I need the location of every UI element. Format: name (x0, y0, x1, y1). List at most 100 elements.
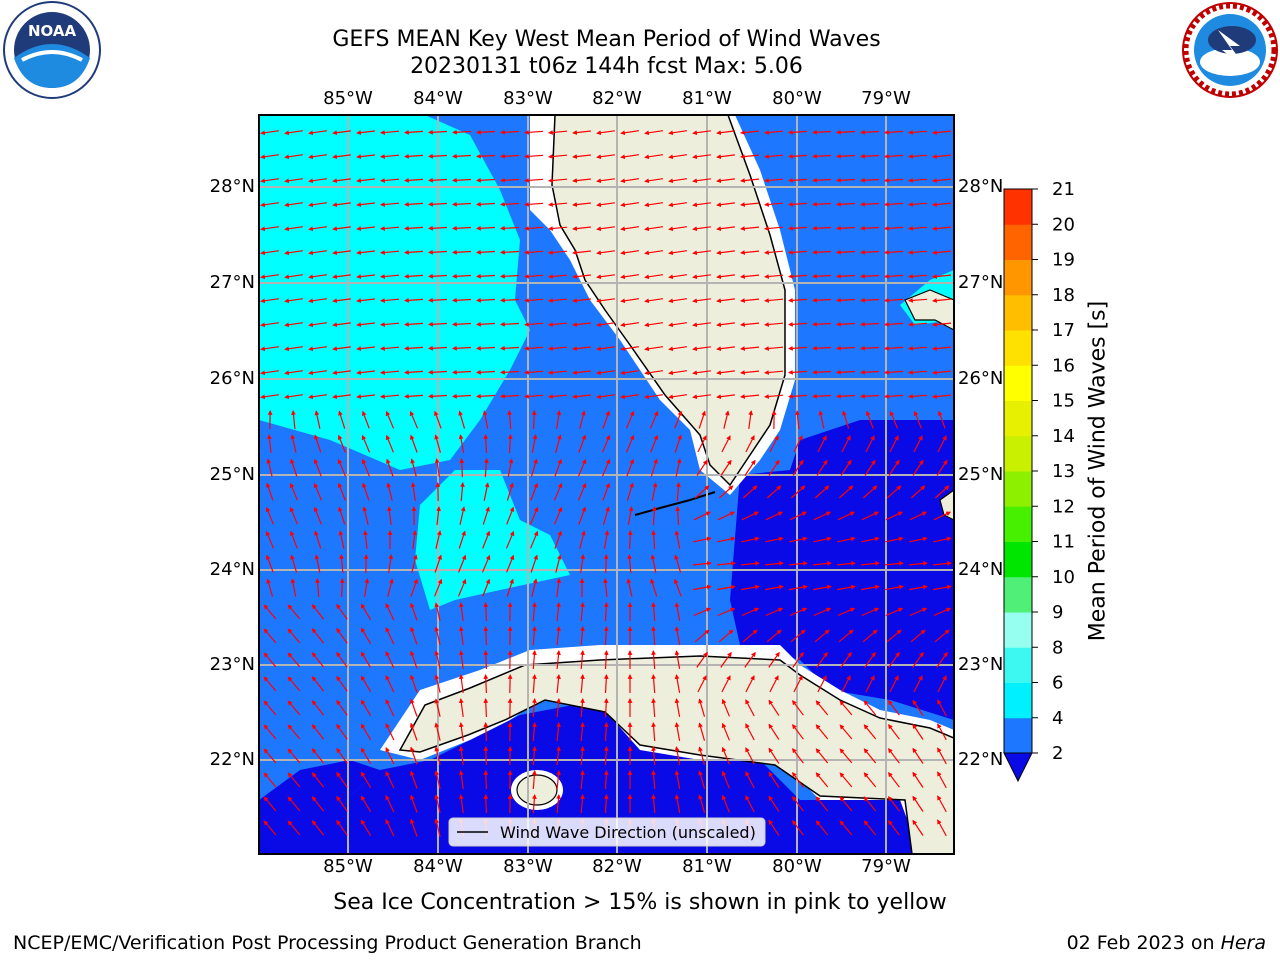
wind-wave-arrow (434, 650, 441, 669)
wind-wave-arrow (434, 434, 441, 453)
map-legend: Wind Wave Direction (unscaled) (448, 817, 766, 847)
wind-wave-arrow (812, 393, 832, 399)
wind-wave-arrow (556, 650, 561, 670)
wind-wave-arrow (668, 130, 687, 136)
lat-label-left: 22°N (209, 749, 255, 770)
wind-wave-arrow (336, 723, 348, 740)
wind-wave-arrow (698, 722, 706, 741)
colorbar-tick-label: 2 (1052, 743, 1063, 764)
footer-left: NCEP/EMC/Verification Post Processing Pr… (13, 932, 642, 954)
wind-wave-arrow (483, 794, 489, 814)
lon-label-top: 82°W (592, 88, 642, 109)
wind-wave-arrow (482, 530, 491, 549)
colorbar-band (1004, 682, 1032, 719)
wind-wave-arrow (716, 178, 735, 184)
wind-wave-arrow (603, 746, 609, 766)
wind-wave-arrow (812, 584, 832, 591)
colorbar-tick-label: 16 (1052, 355, 1075, 376)
wind-wave-arrow (768, 723, 780, 740)
wind-wave-arrow (603, 674, 609, 694)
wind-wave-arrow (675, 506, 681, 526)
wind-wave-arrow (482, 506, 490, 525)
wind-wave-arrow (530, 458, 538, 477)
cuba-land (398, 655, 954, 854)
wind-wave-arrow (548, 226, 568, 231)
colorbar-tick-label: 13 (1052, 461, 1075, 482)
wind-wave-arrow (814, 629, 830, 643)
wind-wave-arrow (692, 154, 711, 160)
wind-wave-arrow (332, 130, 351, 136)
wind-wave-arrow (263, 724, 277, 740)
wind-wave-arrow (428, 225, 448, 231)
wind-wave-arrow (404, 297, 424, 303)
wind-wave-arrow (410, 818, 418, 837)
wind-wave-arrow (311, 700, 325, 716)
wind-wave-arrow (674, 602, 681, 622)
wind-wave-arrow (937, 795, 947, 813)
wind-wave-arrow (380, 250, 400, 255)
lon-label-bottom: 82°W (592, 856, 642, 877)
wind-wave-arrow (452, 129, 472, 135)
wind-wave-arrow (263, 748, 277, 764)
wind-wave-arrow (458, 434, 465, 454)
wind-wave-arrow (932, 394, 952, 399)
wind-wave-arrow (556, 722, 561, 742)
wind-wave-arrow (863, 724, 877, 740)
wind-wave-arrow (284, 394, 303, 400)
wind-wave-arrow (580, 794, 585, 814)
wind-wave-arrow (434, 626, 441, 645)
wind-wave-arrow (356, 274, 375, 279)
wind-wave-arrow (578, 434, 587, 453)
wind-wave-arrow (572, 370, 591, 375)
wind-wave-arrow (500, 345, 520, 351)
wind-wave-arrow (889, 410, 899, 429)
wind-wave-arrow (404, 345, 424, 351)
wind-wave-arrow (788, 584, 808, 591)
wind-wave-arrow (263, 796, 277, 812)
wind-wave-arrow (742, 629, 758, 643)
wind-wave-arrow (260, 154, 279, 160)
chart-title-line2: 20230131 t06z 144h fcst Max: 5.06 (410, 54, 803, 79)
wind-wave-arrow (812, 225, 832, 231)
wind-wave-arrow (697, 435, 707, 453)
wind-wave-arrow (579, 530, 586, 549)
wind-wave-arrow (651, 530, 657, 550)
wind-wave-arrow (865, 675, 875, 693)
wind-wave-arrow (789, 511, 808, 521)
wind-wave-arrow (532, 674, 537, 694)
wind-wave-arrow (500, 393, 520, 399)
wind-wave-arrow (458, 770, 464, 789)
wind-wave-arrow (675, 458, 682, 477)
wind-wave-arrow (506, 578, 514, 597)
wind-wave-arrow (888, 724, 900, 740)
wind-wave-arrow (260, 274, 279, 280)
wind-wave-arrow (668, 250, 687, 256)
lat-label-right: 28°N (958, 176, 1004, 197)
wind-wave-arrow (864, 651, 876, 668)
wind-wave-arrow (668, 226, 687, 232)
colorbar-band (1004, 612, 1032, 648)
wind-wave-arrow (434, 770, 441, 789)
wind-wave-arrow (644, 394, 663, 400)
wind-wave-arrow (435, 530, 442, 549)
wind-wave-arrow (287, 652, 301, 668)
wind-wave-arrow (815, 724, 829, 740)
wind-wave-arrow (452, 225, 472, 231)
wind-wave-arrow (764, 202, 784, 207)
wind-wave-arrow (531, 410, 537, 430)
lat-label-left: 27°N (209, 272, 255, 293)
wind-wave-arrow (644, 178, 663, 184)
wind-wave-arrow (603, 722, 609, 742)
wind-wave-arrow (260, 394, 279, 400)
wind-wave-arrow (336, 819, 348, 836)
wind-wave-arrow (651, 794, 656, 814)
wind-wave-arrow (694, 629, 710, 643)
lat-label-right: 27°N (958, 272, 1004, 293)
wind-wave-arrow (356, 154, 375, 159)
wind-wave-arrow (500, 201, 520, 207)
wind-wave-arrow (812, 297, 832, 303)
wind-wave-arrow (838, 485, 854, 499)
wind-wave-arrow (788, 297, 808, 303)
wind-wave-arrow (386, 458, 394, 477)
wind-wave-arrow (603, 650, 609, 670)
